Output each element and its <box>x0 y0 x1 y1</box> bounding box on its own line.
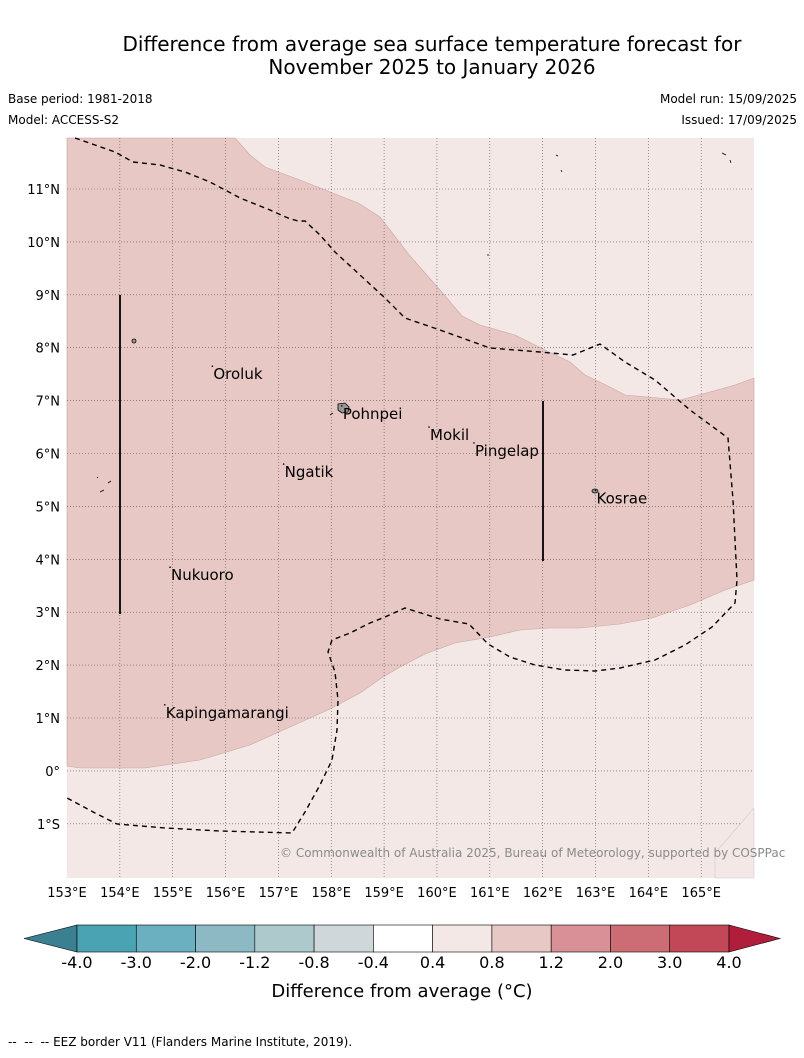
colorbar-segment <box>432 924 493 953</box>
place-label: Kapingamarangi <box>166 704 289 722</box>
lat-tick-label: 9°N <box>36 289 61 304</box>
island-fragment-pohnpei <box>329 412 334 416</box>
place-marker <box>428 426 430 428</box>
lat-tick-label: 10°N <box>27 236 60 251</box>
place-label: Nukuoro <box>171 566 234 584</box>
eez-legend-text: EEZ border V11 (Flanders Marine Institut… <box>53 1035 353 1049</box>
lon-tick-label: 158°E <box>311 886 351 900</box>
lon-tick-label: 155°E <box>153 886 193 900</box>
lat-tick-label: 7°N <box>36 395 61 410</box>
colorbar-tick-label: 2.0 <box>598 953 623 972</box>
place-marker <box>473 442 475 444</box>
lon-tick-label: 163°E <box>576 886 616 900</box>
chart-title: Difference from average sea surface temp… <box>60 33 804 79</box>
model-run: Model run: 15/09/2025 <box>659 92 797 106</box>
colorbar-label: Difference from average (°C) <box>271 981 532 1002</box>
colorbar-segments <box>23 924 782 953</box>
colorbar-segment <box>373 924 433 953</box>
colorbar-tick-label: -1.2 <box>239 953 270 972</box>
lon-tick-label: 160°E <box>417 886 457 900</box>
colorbar-tick-label: 1.2 <box>538 953 563 972</box>
place-label: Mokil <box>430 426 469 444</box>
place-marker <box>594 489 597 492</box>
lon-tick-label: 157°E <box>259 886 299 900</box>
eez-legend: -- -- -- EEZ border V11 (Flanders Marine… <box>8 1035 352 1049</box>
colorbar-tick-labels: -4.0 -3.0 -2.0 -1.2 -0.8 -0.4 0.4 0.8 1.2 2.0 3.0 4… <box>61 953 741 972</box>
place-marker <box>341 405 343 407</box>
issued-date: Issued: 17/09/2025 <box>681 113 797 127</box>
colorbar-segment <box>669 924 730 953</box>
colorbar-segment <box>491 924 552 953</box>
base-period: Base period: 1981-2018 <box>8 92 153 106</box>
colorbar-segment <box>313 924 374 953</box>
model-name: Model: ACCESS-S2 <box>8 113 120 127</box>
lon-tick-label: 153°E <box>47 886 87 900</box>
lon-tick-label: 154°E <box>100 886 140 900</box>
lat-tick-label: 2°N <box>36 659 61 674</box>
island-fragments-west <box>96 476 112 493</box>
place-label: Ngatik <box>285 463 334 481</box>
lat-tick-label: 1°S <box>37 818 60 833</box>
lon-tick-label: 161°E <box>470 886 510 900</box>
lat-tick-label: 1°N <box>36 712 61 727</box>
lat-tick-label: 4°N <box>36 553 61 568</box>
colorbar-segment <box>76 924 137 953</box>
lat-tick-label: 5°N <box>36 500 61 515</box>
sst-anomaly-map: Oroluk Pohnpei Mokil Pingelap Ngatik Kosrae Nu… <box>27 137 785 900</box>
colorbar-tick-label: 4.0 <box>716 953 741 972</box>
copyright-text: © Commonwealth of Australia 2025, Bureau… <box>280 846 785 860</box>
axis-labels: 153°E 154°E 155°E 156°E 157°E 158°E 159°E 160°E… <box>27 183 721 900</box>
place-label: Pingelap <box>475 442 539 460</box>
place-label: Pohnpei <box>343 405 403 423</box>
colorbar-tick-label: 0.8 <box>479 953 504 972</box>
place-marker <box>282 463 285 465</box>
lat-tick-label: 0° <box>45 765 60 780</box>
colorbar-extend-high <box>728 924 782 953</box>
colorbar-tick-label: -0.8 <box>298 953 329 972</box>
colorbar-segment <box>195 924 256 953</box>
lon-tick-label: 159°E <box>364 886 404 900</box>
place-marker <box>169 566 171 569</box>
lat-tick-label: 3°N <box>36 606 61 621</box>
colorbar-tick-label: -3.0 <box>121 953 152 972</box>
place-marker <box>211 365 214 368</box>
lat-tick-label: 6°N <box>36 448 61 463</box>
lat-tick-label: 8°N <box>36 342 61 357</box>
lon-tick-label: 162°E <box>523 886 563 900</box>
graticule <box>67 138 754 878</box>
colorbar-segment <box>550 924 611 953</box>
anomaly-region-08-12 <box>66 137 755 769</box>
colorbar-extend-low <box>23 924 78 953</box>
lat-tick-label: 11°N <box>27 183 60 198</box>
coast-fringe <box>714 807 755 879</box>
title-line-1: Difference from average sea surface temp… <box>122 32 742 56</box>
island-west <box>131 338 137 344</box>
colorbar-tick-label: -4.0 <box>61 953 92 972</box>
eez-boundary <box>66 137 738 834</box>
pohnpei-island <box>337 402 350 414</box>
island-fragments-north <box>487 152 732 256</box>
colorbar-tick-label: 0.4 <box>420 953 445 972</box>
colorbar-tick-label: -0.4 <box>358 953 389 972</box>
colorbar-tick-label: -2.0 <box>180 953 211 972</box>
colorbar-segment <box>610 924 671 953</box>
colorbar-segment <box>254 924 315 953</box>
colorbar-segment <box>135 924 196 953</box>
place-labels: Oroluk Pohnpei Mokil Pingelap Ngatik Kosrae Nu… <box>163 365 648 722</box>
colorbar-tick-label: 3.0 <box>657 953 682 972</box>
place-marker <box>163 703 166 706</box>
place-label: Kosrae <box>597 490 648 508</box>
eez-legend-dash: -- -- -- <box>8 1035 50 1049</box>
islands <box>96 152 732 494</box>
lon-tick-label: 164°E <box>629 886 669 900</box>
place-label: Oroluk <box>213 365 262 383</box>
title-line-2: November 2025 to January 2026 <box>268 55 596 79</box>
lon-tick-label: 165°E <box>681 886 721 900</box>
lon-tick-label: 156°E <box>206 886 246 900</box>
